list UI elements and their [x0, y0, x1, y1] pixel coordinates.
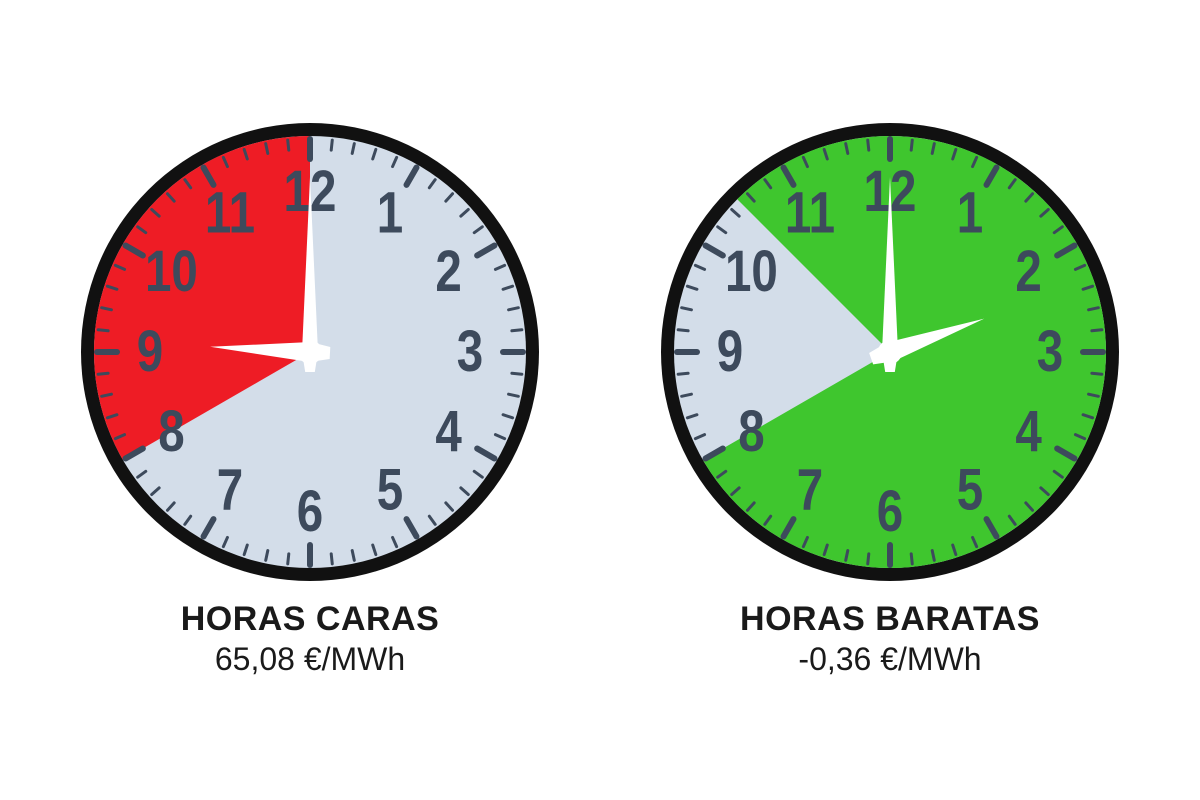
- cheap-hours-caption: HORAS BARATAS -0,36 €/MWh: [740, 600, 1040, 678]
- svg-text:1: 1: [377, 181, 403, 246]
- svg-text:5: 5: [377, 458, 403, 523]
- svg-text:9: 9: [137, 320, 163, 385]
- svg-text:4: 4: [1015, 400, 1042, 465]
- svg-text:2: 2: [1015, 240, 1041, 305]
- svg-text:3: 3: [1037, 320, 1063, 385]
- svg-text:11: 11: [785, 181, 835, 246]
- svg-text:5: 5: [957, 458, 983, 523]
- expensive-hours-price: 65,08 €/MWh: [181, 641, 440, 678]
- svg-text:6: 6: [297, 480, 323, 545]
- svg-text:2: 2: [435, 240, 461, 305]
- svg-text:7: 7: [797, 458, 823, 523]
- svg-text:10: 10: [725, 240, 778, 305]
- cheap-hours-panel: 121234567891011 HORAS BARATAS -0,36 €/MW…: [660, 122, 1120, 678]
- svg-text:3: 3: [457, 320, 483, 385]
- expensive-hours-panel: 121234567891011 HORAS CARAS 65,08 €/MWh: [80, 122, 540, 678]
- cheap-hours-title: HORAS BARATAS: [740, 600, 1040, 639]
- cheap-hours-clock: 121234567891011: [660, 122, 1120, 582]
- svg-text:9: 9: [717, 320, 743, 385]
- cheap-hours-price: -0,36 €/MWh: [740, 641, 1040, 678]
- expensive-hours-title: HORAS CARAS: [181, 600, 440, 639]
- expensive-hours-caption: HORAS CARAS 65,08 €/MWh: [181, 600, 440, 678]
- svg-text:1: 1: [957, 181, 983, 246]
- svg-text:6: 6: [877, 480, 903, 545]
- svg-text:8: 8: [738, 400, 764, 465]
- svg-text:4: 4: [435, 400, 462, 465]
- expensive-hours-clock: 121234567891011: [80, 122, 540, 582]
- svg-text:10: 10: [145, 240, 198, 305]
- svg-text:11: 11: [205, 181, 255, 246]
- svg-text:7: 7: [217, 458, 243, 523]
- svg-text:8: 8: [158, 400, 184, 465]
